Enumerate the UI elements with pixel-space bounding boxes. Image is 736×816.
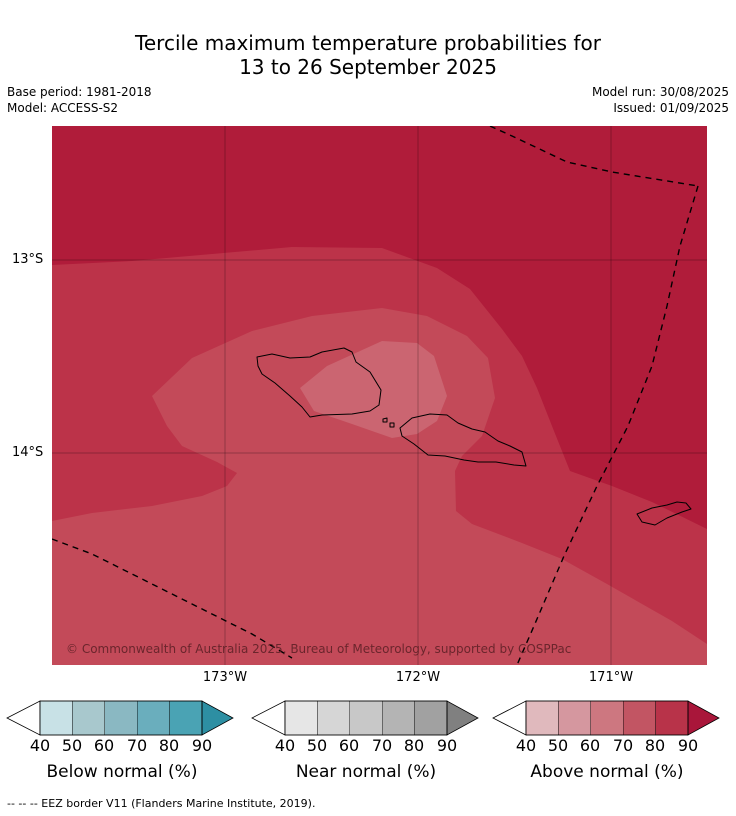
colorbar-below-extend-low bbox=[6, 700, 41, 736]
tick-label: 80 bbox=[644, 736, 666, 755]
colorbar-below-extend-high bbox=[201, 700, 234, 736]
tick-label: 50 bbox=[547, 736, 569, 755]
tick-label: 60 bbox=[93, 736, 115, 755]
eez-border-note: -- -- -- EEZ border V11 (Flanders Marine… bbox=[7, 797, 316, 810]
colorbar-near-extend-high bbox=[446, 700, 479, 736]
coastlines bbox=[256, 347, 692, 526]
colorbar-above-normal bbox=[492, 700, 720, 736]
probability-map: © Commonwealth of Australia 2025, Bureau… bbox=[52, 126, 707, 665]
tick-label: 70 bbox=[612, 736, 634, 755]
colorbar-below-segment bbox=[72, 700, 106, 736]
map-title-line2: 13 to 26 September 2025 bbox=[239, 55, 497, 79]
tick-label: 40 bbox=[29, 736, 51, 755]
tick-label: 40 bbox=[515, 736, 537, 755]
islet-outline bbox=[382, 417, 388, 423]
colorbar-near-segment bbox=[317, 700, 351, 736]
lat-label-14s: 14°S bbox=[12, 445, 44, 460]
colorbar-near-extend-low bbox=[251, 700, 286, 736]
base-period: Base period: 1981-2018 bbox=[7, 85, 152, 99]
colorbar-below-segment bbox=[169, 700, 203, 736]
model-name: Model: ACCESS-S2 bbox=[7, 101, 119, 115]
islet-outline-2 bbox=[389, 422, 395, 428]
colorbar-below-segment bbox=[104, 700, 138, 736]
tick-label: 90 bbox=[436, 736, 458, 755]
colorbar-above-segment bbox=[590, 700, 624, 736]
colorbar-near-segment bbox=[284, 700, 318, 736]
colorbar-near-segment bbox=[381, 700, 415, 736]
colorbar-above-extend-low bbox=[492, 700, 527, 736]
region-above-60 bbox=[300, 341, 447, 438]
colorbar-near-frame bbox=[284, 700, 448, 736]
tick-label: 80 bbox=[403, 736, 425, 755]
tick-label: 70 bbox=[371, 736, 393, 755]
tick-label: 80 bbox=[158, 736, 180, 755]
lat-label-13s: 13°S bbox=[12, 252, 44, 267]
savaii-island-outline bbox=[256, 347, 382, 418]
lon-label-172w: 172°W bbox=[395, 670, 441, 685]
colorbar-below-segment bbox=[136, 700, 170, 736]
lon-label-171w: 171°W bbox=[588, 670, 634, 685]
graticule bbox=[52, 126, 707, 665]
tick-label: 70 bbox=[126, 736, 148, 755]
colorbar-above-segment bbox=[525, 700, 559, 736]
colorbar-above-segment bbox=[655, 700, 689, 736]
colorbar-near-segment bbox=[349, 700, 383, 736]
colorbar-below-normal bbox=[6, 700, 234, 736]
tick-label: 50 bbox=[61, 736, 83, 755]
eez-border-southwest bbox=[52, 538, 293, 659]
model-run: Model run: 30/08/2025 bbox=[591, 85, 729, 99]
colorbar-above-segment bbox=[622, 700, 656, 736]
tick-label: 90 bbox=[191, 736, 213, 755]
colorbar-above-segment bbox=[558, 700, 592, 736]
tick-label: 60 bbox=[579, 736, 601, 755]
colorbar-near-segment bbox=[414, 700, 448, 736]
legend-label-below-normal: Below normal (%) bbox=[46, 762, 198, 782]
region-above-70 bbox=[52, 308, 707, 665]
tick-label: 50 bbox=[306, 736, 328, 755]
colorbar-above-frame bbox=[525, 700, 689, 736]
legend-label-near-normal: Near normal (%) bbox=[295, 762, 437, 782]
upolu-island-outline bbox=[399, 413, 527, 467]
tick-label: 40 bbox=[274, 736, 296, 755]
tutuila-island-outline bbox=[636, 501, 692, 526]
legend-label-above-normal: Above normal (%) bbox=[530, 762, 684, 782]
colorbar-near-normal bbox=[251, 700, 479, 736]
colorbar-below-frame bbox=[39, 700, 203, 736]
eez-border-northeast bbox=[489, 126, 699, 187]
tick-label: 60 bbox=[338, 736, 360, 755]
eez-borders bbox=[52, 126, 699, 665]
colorbar-above-extend-high bbox=[687, 700, 720, 736]
issued-date: Issued: 01/09/2025 bbox=[613, 101, 729, 115]
copyright-notice: © Commonwealth of Australia 2025, Bureau… bbox=[66, 642, 571, 656]
map-title-line1: Tercile maximum temperature probabilitie… bbox=[135, 31, 601, 55]
colorbar-below-segment bbox=[39, 700, 73, 736]
lon-label-173w: 173°W bbox=[202, 670, 248, 685]
tick-label: 90 bbox=[677, 736, 699, 755]
